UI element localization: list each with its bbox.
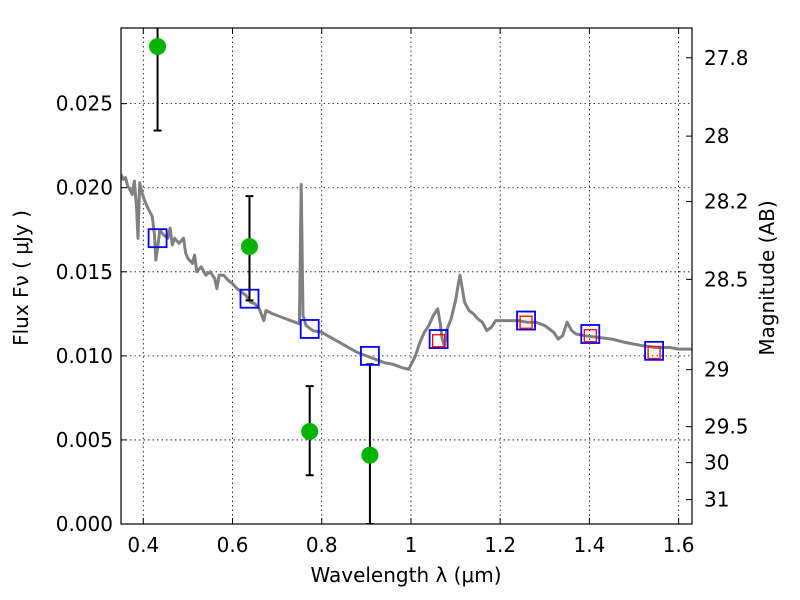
- x-tick-label: 1: [405, 533, 418, 557]
- model-flux-square: [147, 228, 168, 249]
- y2-tick-label: 27.8: [704, 46, 749, 70]
- plot-area: [121, 28, 692, 524]
- fit-flux-square: [519, 315, 533, 329]
- y2-tick-label: 30: [704, 451, 729, 475]
- y2-tick-label: 28.5: [704, 267, 749, 291]
- y2-tick-label: 29.5: [704, 415, 749, 439]
- observed-flux-point: [301, 423, 319, 441]
- y-tick-label: 0.025: [56, 92, 113, 116]
- y2-tick-label: 31: [704, 488, 729, 512]
- model-flux-square: [360, 345, 380, 366]
- fit-flux-square: [583, 329, 597, 343]
- y-tick-label: 0.000: [56, 512, 113, 536]
- y-axis-label: Flux Fν ( μJy ): [9, 210, 33, 346]
- fit-flux-square: [647, 345, 661, 360]
- x-tick-label: 1.2: [484, 533, 516, 557]
- model-flux-square: [299, 319, 320, 339]
- x-tick-label: 0.8: [306, 533, 338, 557]
- model-flux-square: [516, 310, 536, 331]
- axis-ticks: [121, 28, 692, 525]
- plot-series: [121, 28, 692, 524]
- y-tick-label: 0.020: [56, 176, 113, 200]
- y-tick-label: 0.015: [56, 260, 113, 284]
- fit-flux-square: [431, 334, 446, 348]
- x-tick-label: 1.6: [663, 533, 695, 557]
- x-tick-label: 1.4: [573, 533, 605, 557]
- x-tick-label: 0.4: [127, 533, 159, 557]
- model-flux-square: [428, 329, 449, 349]
- y2-tick-label: 28.2: [704, 190, 749, 214]
- model-flux-square: [580, 324, 601, 344]
- observed-flux-point: [149, 37, 167, 55]
- observed-flux-point: [240, 238, 258, 256]
- observed-flux-point: [361, 446, 379, 464]
- axis-tick-labels: 0.4 0.6 0.8 1 1.2 1.4 1.6 0.000 0.005 0.010 0.015 0…: [56, 46, 749, 557]
- y2-tick-label: 29: [704, 358, 729, 382]
- model-flux-square: [239, 288, 260, 309]
- x-axis-label: Wavelength λ (μm): [310, 563, 501, 587]
- y-tick-label: 0.005: [56, 428, 113, 452]
- plot-frame: [120, 27, 693, 525]
- x-tick-label: 0.6: [217, 533, 249, 557]
- y2-axis-label: Magnitude (AB): [755, 200, 779, 355]
- y2-tick-label: 28: [704, 124, 729, 148]
- y-tick-label: 0.010: [56, 344, 113, 368]
- model-flux-square: [644, 340, 664, 361]
